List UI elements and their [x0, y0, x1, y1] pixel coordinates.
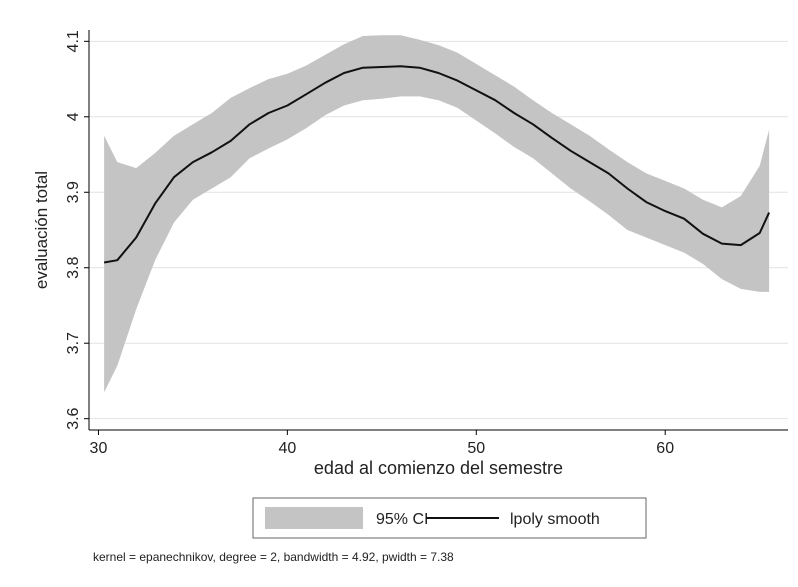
axes: 3.6 3.7 3.8 3.9 4 4.1 30 40 50 60: [65, 30, 788, 457]
y-tick-label: 3.7: [65, 332, 82, 354]
x-axis-label: edad al comienzo del semestre: [314, 458, 563, 478]
y-tick-label: 4: [65, 112, 82, 121]
x-tick-label: 50: [467, 440, 485, 457]
y-tick-label: 4.1: [65, 30, 82, 52]
legend-swatch-ci: [265, 507, 363, 529]
ci-band: [104, 35, 770, 393]
x-tick-label: 60: [656, 440, 674, 457]
lpoly-smooth-line: [103, 65, 771, 264]
y-tick-label: 3.8: [65, 257, 82, 279]
chart-note: kernel = epanechnikov, degree = 2, bandw…: [93, 550, 454, 564]
y-axis-label: evaluación total: [32, 171, 51, 289]
x-tick-label: 30: [90, 440, 108, 457]
legend-label-line: lpoly smooth: [510, 511, 600, 528]
y-tick-label: 3.6: [65, 407, 82, 429]
data-marks: [103, 35, 771, 393]
x-tick-label: 40: [278, 440, 296, 457]
legend-label-ci: 95% CI: [376, 511, 428, 528]
y-tick-label: 3.9: [65, 181, 82, 203]
legend: 95% CI lpoly smooth: [252, 497, 647, 539]
